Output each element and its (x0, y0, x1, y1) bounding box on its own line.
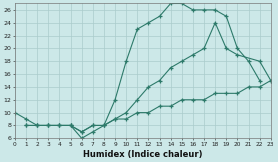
X-axis label: Humidex (Indice chaleur): Humidex (Indice chaleur) (83, 150, 203, 159)
